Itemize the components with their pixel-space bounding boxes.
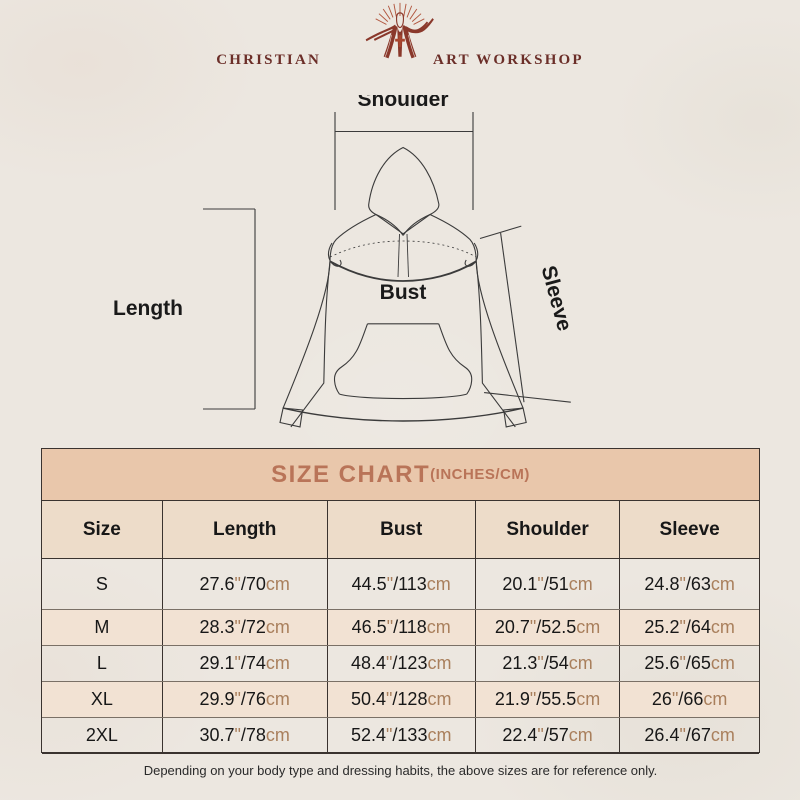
svg-text:Length: Length	[113, 297, 183, 320]
svg-text:Sleeve: Sleeve	[537, 263, 576, 333]
svg-text:Bust: Bust	[380, 281, 427, 304]
svg-text:Shoulder: Shoulder	[357, 95, 448, 111]
